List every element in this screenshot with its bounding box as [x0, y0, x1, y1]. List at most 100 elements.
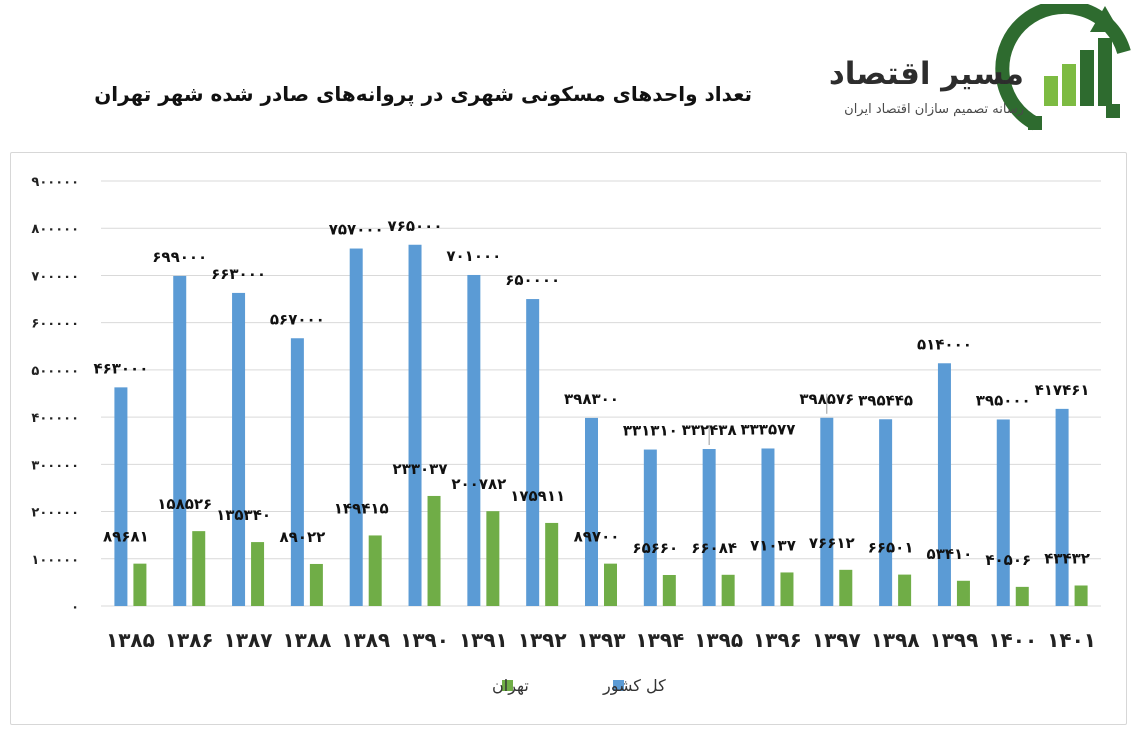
legend-label-total: کل کشور: [602, 676, 666, 696]
bar-total: [526, 299, 540, 606]
data-label-tehran: ۱۳۵۳۴۰: [216, 506, 271, 524]
data-label-total: ۴۶۳۰۰۰: [93, 359, 148, 377]
data-label-total: ۵۶۷۰۰۰: [270, 310, 325, 328]
x-tick-label: ۱۳۹۴: [635, 628, 684, 652]
x-tick-label: ۱۳۹۱: [459, 628, 508, 652]
data-label-total: ۶۵۰۰۰۰: [505, 271, 560, 289]
brand-logo: مسیر اقتصاد رسانه تصمیم سازان اقتصاد ایر…: [806, 0, 1136, 139]
bar-total: [937, 363, 951, 606]
bar-tehran: [839, 569, 853, 606]
x-tick-label: ۱۳۹۵: [694, 628, 743, 652]
bar-total: [349, 248, 363, 606]
bar-total: [820, 417, 834, 606]
bar-total: [467, 274, 481, 606]
logo-name: مسیر اقتصاد: [828, 56, 1024, 92]
bar-total: [585, 417, 598, 606]
bars: [114, 244, 1088, 606]
data-label-tehran: ۶۶۰۸۴: [691, 539, 737, 557]
bar-total: [408, 244, 422, 606]
bar-chart: ۰ ۱۰۰۰۰۰ ۲۰۰۰۰۰ ۳۰۰۰۰۰ ۴۰۰۰۰۰ ۵۰۰۰۰۰ ۶۰۰۰۰۰ ۷۰۰…: [31, 175, 1101, 696]
y-axis: ۰ ۱۰۰۰۰۰ ۲۰۰۰۰۰ ۳۰۰۰۰۰ ۴۰۰۰۰۰ ۵۰۰۰۰۰ ۶۰۰۰۰۰ ۷۰۰…: [31, 175, 79, 615]
x-tick-label: ۱۳۸۹: [341, 628, 390, 652]
bar-tehran: [604, 563, 617, 606]
chart-area: ۰ ۱۰۰۰۰۰ ۲۰۰۰۰۰ ۳۰۰۰۰۰ ۴۰۰۰۰۰ ۵۰۰۰۰۰ ۶۰۰۰۰۰ ۷۰۰…: [10, 152, 1127, 725]
data-label-total: ۴۱۷۴۶۱: [1035, 381, 1090, 399]
bar-total: [879, 419, 893, 606]
y-tick-label: ۸۰۰۰۰۰: [31, 222, 79, 237]
legend-label-tehran: تهران: [492, 676, 529, 696]
data-labels: ۴۶۳۰۰۰ ۸۹۶۸۱ ۶۹۹۰۰۰ ۱۵۸۵۲۶ ۶۶۳۰۰۰ ۱۳۵۳۴۰ ۵۶۷۰۰…: [93, 217, 1090, 569]
y-tick-label: ۴۰۰۰۰۰: [31, 411, 79, 426]
x-tick-label: ۱۳۹۶: [753, 628, 802, 652]
y-tick-label: ۹۰۰۰۰۰: [31, 175, 79, 190]
data-label-total: ۳۹۵۰۰۰: [976, 391, 1031, 409]
data-label-total: ۶۶۳۰۰۰: [211, 265, 266, 283]
bar-tehran: [309, 563, 323, 606]
data-label-tehran: ۴۰۵۰۶: [985, 551, 1031, 569]
data-label-tehran: ۲۰۰۷۸۲: [451, 475, 506, 493]
legend-swatch-tehran: [502, 680, 513, 691]
x-tick-label: ۱۳۸۸: [282, 628, 331, 652]
data-label-tehran: ۸۹۶۸۱: [103, 528, 149, 546]
x-tick-label: ۱۳۹۲: [518, 628, 567, 652]
x-tick-label: ۱۳۸۵: [106, 628, 155, 652]
bar-tehran: [251, 542, 265, 606]
bar-total: [290, 338, 304, 606]
data-label-total: ۶۹۹۰۰۰: [152, 248, 207, 266]
data-label-tehran: ۵۳۴۱۰: [927, 545, 973, 563]
y-tick-label: ۵۰۰۰۰۰: [31, 364, 79, 379]
data-label-total: ۷۶۵۰۰۰: [388, 217, 443, 235]
bar-tehran: [662, 574, 676, 606]
bar-total: [702, 449, 716, 606]
data-label-tehran: ۷۶۶۱۲: [809, 534, 855, 552]
bar-total: [173, 275, 187, 606]
gridlines: [101, 180, 1101, 607]
data-label-total: ۳۳۳۵۷۷: [741, 420, 796, 438]
y-tick-label: ۱۰۰۰۰۰: [31, 553, 79, 568]
data-label-tehran: ۷۱۰۳۷: [750, 536, 796, 554]
x-tick-label: ۱۳۹۷: [812, 628, 861, 652]
x-axis: ۱۳۸۵ ۱۳۸۶ ۱۳۸۷ ۱۳۸۸ ۱۳۸۹ ۱۳۹۰ ۱۳۹۱ ۱۳۹۲ ۱۳۹۳ ۱۳۹۴…: [106, 628, 1096, 652]
legend-swatch-total: [613, 680, 624, 691]
y-tick-label: ۲۰۰۰۰۰: [31, 506, 79, 521]
bar-tehran: [1074, 585, 1088, 606]
bar-tehran: [721, 574, 735, 606]
data-label-tehran: ۶۵۶۶۰: [632, 539, 678, 557]
x-tick-label: ۱۳۹۸: [871, 628, 920, 652]
legend: کل کشور تهران: [492, 676, 666, 696]
bar-tehran: [486, 511, 500, 606]
data-label-tehran: ۲۳۳۰۳۷: [393, 460, 448, 478]
bar-total: [114, 387, 128, 606]
x-tick-label: ۱۳۸۶: [165, 628, 214, 652]
bar-tehran: [780, 572, 794, 606]
data-label-tehran: ۶۶۵۰۱: [868, 539, 914, 557]
bar-tehran: [133, 563, 147, 606]
x-tick-label: ۱۳۹۰: [400, 628, 449, 652]
bar-total: [232, 292, 246, 606]
logo-mark-icon: [995, 0, 1131, 131]
data-label-tehran: ۱۴۹۴۱۵: [334, 499, 389, 517]
data-label-tehran: ۱۵۸۵۲۶: [157, 495, 212, 513]
data-label-tehran: ۸۹۷۰۰: [574, 528, 620, 546]
x-tick-label: ۱۴۰۰: [988, 628, 1037, 652]
data-label-total: ۷۵۷۰۰۰: [329, 221, 384, 239]
y-tick-label: ۶۰۰۰۰۰: [31, 317, 79, 332]
bar-tehran: [368, 535, 382, 606]
bar-total: [996, 419, 1010, 606]
bar-tehran: [1015, 586, 1029, 606]
x-tick-label: ۱۴۰۱: [1047, 628, 1096, 652]
y-tick-label: ۰: [71, 600, 79, 615]
bar-tehran: [192, 531, 206, 606]
data-label-tehran: ۸۹۰۲۲: [279, 528, 325, 546]
y-tick-label: ۷۰۰۰۰۰: [31, 269, 79, 284]
data-label-total: ۵۱۴۰۰۰: [917, 335, 972, 353]
bar-tehran: [545, 522, 559, 606]
data-label-tehran: ۴۳۴۳۲: [1044, 549, 1090, 567]
bar-tehran: [427, 495, 441, 606]
x-tick-label: ۱۳۹۳: [577, 628, 626, 652]
bar-total: [643, 449, 657, 606]
logo-tagline: رسانه تصمیم سازان اقتصاد ایران: [844, 102, 1024, 117]
bar-tehran: [956, 580, 970, 606]
y-tick-label: ۳۰۰۰۰۰: [31, 458, 79, 473]
data-label-total: ۳۹۵۴۴۵: [858, 391, 913, 409]
